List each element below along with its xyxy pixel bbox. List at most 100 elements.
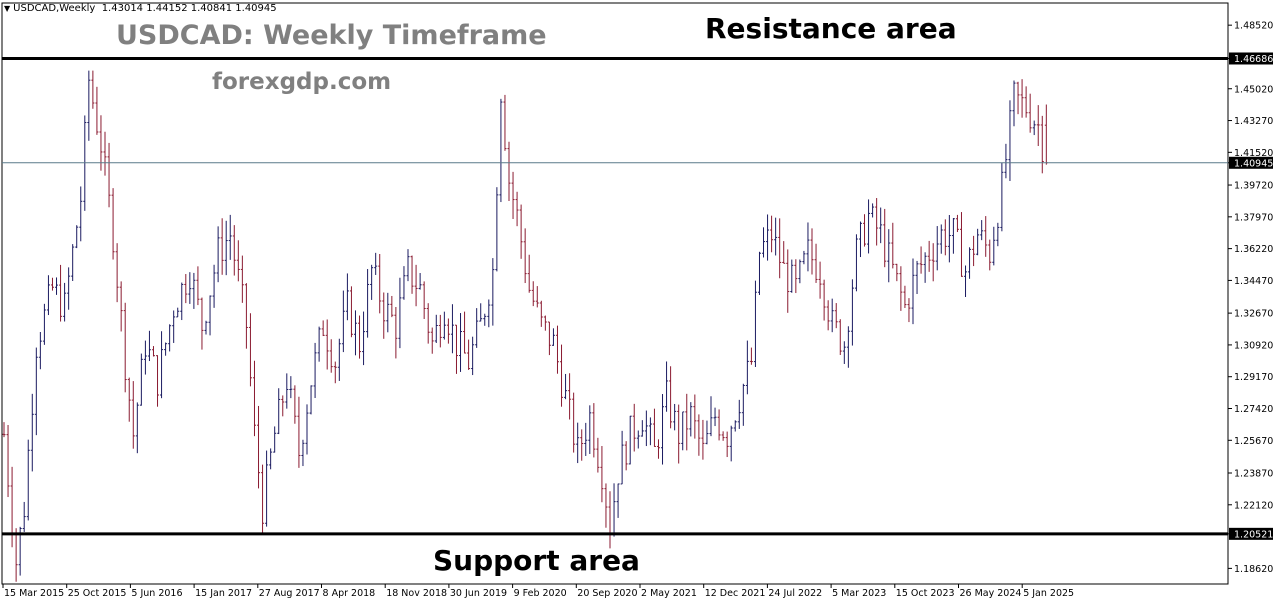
ohlc-bar: [717, 409, 721, 441]
ohlc-bar: [321, 320, 325, 337]
ohlc-bar: [826, 300, 830, 331]
ohlc-bar: [1036, 105, 1040, 147]
ohlc-bar: [87, 70, 91, 141]
y-tick-label: 1.36220: [1234, 244, 1273, 255]
ohlc-bar: [927, 240, 931, 272]
ohlc-bar: [867, 199, 871, 254]
ohlc-bar: [588, 405, 592, 454]
ohlc-bar: [301, 439, 305, 467]
ohlc-bar: [976, 228, 980, 256]
x-tick-label: 25 Oct 2015: [68, 588, 127, 599]
ohlc-bar: [358, 315, 362, 359]
y-tick-highlight: [1229, 52, 1273, 65]
symbol-timeframe: USDCAD,Weekly: [13, 3, 96, 14]
ohlc-bar: [442, 311, 446, 340]
ohlc-bar: [212, 264, 216, 308]
ohlc-bar: [1040, 115, 1044, 174]
ohlc-bar: [240, 255, 244, 303]
ohlc-bar: [608, 491, 612, 549]
ohlc-bar: [798, 259, 802, 284]
ohlc-bar: [547, 321, 551, 356]
ohlc-bar: [390, 295, 394, 318]
ohlc-bar: [988, 239, 992, 271]
ohlc-bar: [467, 339, 471, 370]
ohlc-bar: [75, 225, 79, 249]
ohlc-bar: [325, 319, 329, 370]
ohlc-bar: [737, 399, 741, 429]
ohlc-bar: [705, 420, 709, 445]
ohlc-bar: [693, 394, 697, 439]
ohlc-bar: [30, 393, 34, 472]
ohlc-bar: [483, 313, 487, 326]
ohlc-bar: [903, 285, 907, 309]
ohlc-bar: [293, 385, 297, 424]
ohlc-bar: [794, 259, 798, 294]
ohlc-bar: [810, 228, 814, 275]
ohlc-bar: [972, 235, 976, 267]
y-axis: 1.48520 1.46686 1.45020 1.43270 1.415201.409…: [1228, 21, 1273, 575]
ohlc-bar: [838, 319, 842, 355]
ohlc-bar: [774, 217, 778, 256]
ohlc-bar: [640, 420, 644, 437]
ohlc-bar: [753, 280, 757, 367]
ohlc-bar: [224, 220, 228, 276]
ohlc-bar: [560, 344, 564, 407]
ohlc-bar: [980, 220, 984, 241]
ohlc-bar: [471, 336, 475, 376]
ohlc-bar: [139, 353, 143, 406]
ohlc-bar: [968, 247, 972, 279]
ohlc-bar: [895, 263, 899, 282]
ohlc-bar: [871, 203, 875, 218]
ohlc-bar: [1028, 93, 1032, 133]
ohlc-bar: [596, 437, 600, 473]
ohlc-bar: [147, 330, 151, 362]
ohlc-bar: [665, 361, 669, 412]
ohlc-bar: [1004, 143, 1008, 179]
x-tick-label: 5 Mar 2023: [832, 588, 886, 599]
y-tick-label: 1.37970: [1234, 212, 1273, 223]
ohlc-bar: [475, 308, 479, 348]
ohlc-bar: [79, 186, 83, 242]
ohlc-bar: [733, 420, 737, 432]
ohlc-bar: [652, 408, 656, 447]
ohlc-bar: [830, 298, 834, 333]
ohlc-bar: [188, 272, 192, 304]
ohlc-bar: [345, 273, 349, 321]
y-tick-label: 1.39720: [1234, 181, 1273, 192]
y-tick-label: 1.29170: [1234, 372, 1273, 383]
ohlc-bar: [370, 264, 374, 300]
y-tick-label: 1.40945: [1234, 158, 1273, 169]
ohlc-bar: [26, 439, 30, 521]
support-label: Support area: [433, 544, 640, 577]
ohlc-bar: [923, 252, 927, 283]
ohlc-bar: [479, 303, 483, 322]
x-tick-label: 20 Sep 2020: [577, 588, 637, 599]
ohlc-bar: [123, 302, 127, 393]
plot-border: [1, 2, 1229, 585]
ohlc-bar: [515, 191, 519, 227]
ohlc-bar: [992, 226, 996, 266]
ohlc-bar: [38, 331, 42, 370]
ohlc-bar: [341, 290, 345, 353]
ohlc-bar: [200, 297, 204, 350]
ohlc-bar: [208, 295, 212, 336]
ohlc-bar: [778, 218, 782, 279]
y-tick-highlight: [1229, 527, 1273, 540]
ohlc-bar: [745, 340, 749, 395]
ohlc-bar: [248, 313, 252, 387]
ohlc-bar: [410, 255, 414, 294]
y-tick-label: 1.27420: [1234, 404, 1273, 415]
ohlc-bar: [127, 377, 131, 422]
ohlc-bar: [337, 338, 341, 381]
ohlc-bar: [176, 307, 180, 318]
ohlc-bar: [725, 431, 729, 458]
ohlc-bar: [289, 376, 293, 399]
ohlc-values: 1.43014 1.44152 1.40841 1.40945: [101, 3, 277, 14]
resistance-label: Resistance area: [705, 12, 957, 45]
ohlc-bar: [220, 218, 224, 275]
ohlc-bar: [378, 253, 382, 314]
ohlc-bar: [382, 292, 386, 339]
ohlc-bar: [846, 326, 850, 368]
ohlc-bar: [915, 260, 919, 294]
y-tick-label: 1.30920: [1234, 340, 1273, 351]
